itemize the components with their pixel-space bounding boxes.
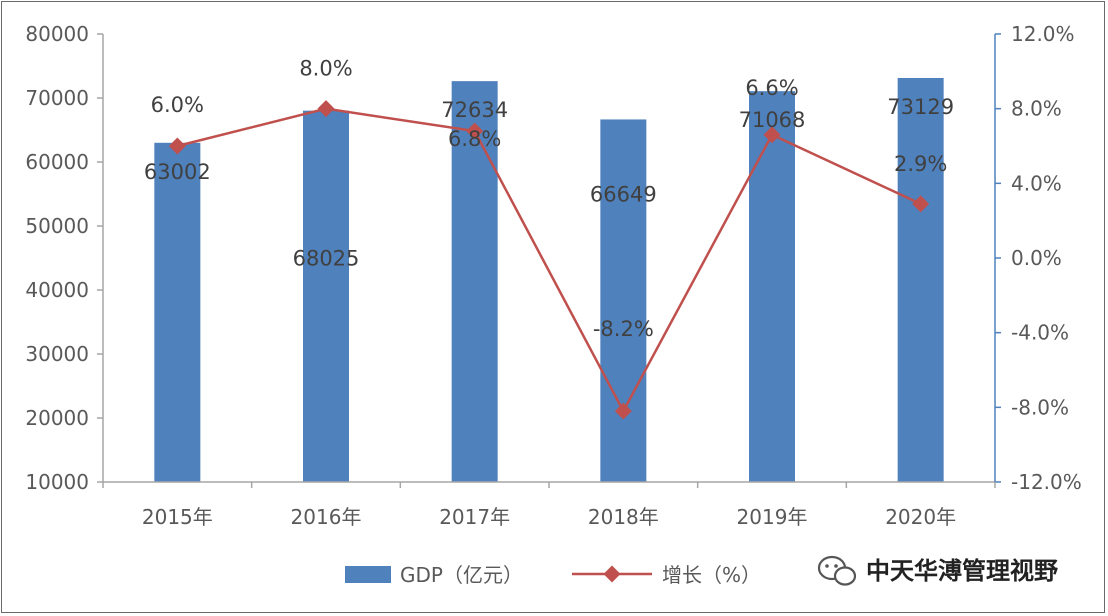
gdp-data-label: 72634 (441, 98, 508, 122)
left-tick-label: 50000 (25, 214, 89, 238)
growth-marker (912, 195, 930, 213)
growth-line-layer (168, 100, 930, 420)
growth-marker (466, 122, 484, 140)
gdp-data-label: 73129 (887, 95, 954, 119)
legend-swatch-marker (603, 565, 621, 583)
gdp-data-label: 63002 (144, 160, 211, 184)
gdp-bar (600, 119, 647, 482)
growth-data-label: 2.9% (894, 152, 947, 176)
growth-line (177, 107, 922, 414)
right-tick-label: -8.0% (1011, 395, 1069, 419)
data-labels-layer: 63002 68025 72634 66649 71068 73129 6.0% 8.0% 6.… (144, 57, 954, 341)
left-tick-label: 30000 (25, 342, 89, 366)
x-tick-label: 2018年 (588, 505, 659, 529)
gdp-bar (154, 142, 201, 482)
x-tick-label: 2017年 (439, 505, 510, 529)
x-tick-label: 2016年 (291, 505, 362, 529)
gdp-bar (749, 91, 795, 483)
wechat-icon (817, 555, 857, 586)
right-tick-label: -12.0% (1011, 470, 1082, 494)
legend-swatch-gdp (345, 566, 391, 583)
left-tick-label: 80000 (25, 22, 89, 46)
growth-marker (317, 100, 335, 118)
right-tick-label: 8.0% (1011, 97, 1062, 121)
legend: GDP（亿元） 增长（%） (345, 563, 761, 587)
left-tick-label: 70000 (25, 86, 89, 110)
growth-data-label: 6.0% (151, 93, 204, 117)
gdp-bar (897, 77, 944, 483)
watermark-text: 中天华溥管理视野 (866, 557, 1058, 585)
legend-label-gdp: GDP（亿元） (400, 563, 523, 587)
gdp-data-label: 71068 (739, 108, 806, 132)
legend-label-growth: 增长（%） (662, 563, 761, 587)
x-tick-label: 2019年 (737, 505, 808, 529)
growth-data-label: 6.8% (448, 127, 501, 151)
watermark: 中天华溥管理视野 (817, 555, 1058, 586)
left-tick-label: 20000 (25, 406, 89, 430)
right-tick-label: 0.0% (1011, 246, 1062, 270)
gdp-bar (451, 81, 498, 483)
growth-data-label: -8.2% (593, 317, 654, 341)
right-tick-label: -4.0% (1011, 321, 1069, 345)
left-tick-label: 60000 (25, 150, 89, 174)
left-tick-label: 40000 (25, 278, 89, 302)
left-tick-label: 10000 (25, 470, 89, 494)
growth-data-label: 6.6% (745, 76, 798, 100)
growth-marker (614, 402, 632, 420)
x-tick-label: 2015年 (142, 505, 213, 529)
gdp-data-label: 66649 (590, 182, 657, 206)
x-tick-label: 2020年 (885, 505, 956, 529)
right-tick-label: 12.0% (1011, 22, 1075, 46)
right-tick-label: 4.0% (1011, 171, 1062, 195)
gdp-bar (303, 110, 349, 482)
gdp-data-label: 68025 (293, 247, 360, 271)
growth-marker (763, 126, 781, 144)
growth-marker (168, 137, 186, 155)
growth-data-label: 8.0% (299, 57, 352, 81)
axes-layer: 10000 20000 30000 40000 50000 60000 70000 80000… (25, 22, 1081, 529)
bars-layer (154, 77, 944, 483)
